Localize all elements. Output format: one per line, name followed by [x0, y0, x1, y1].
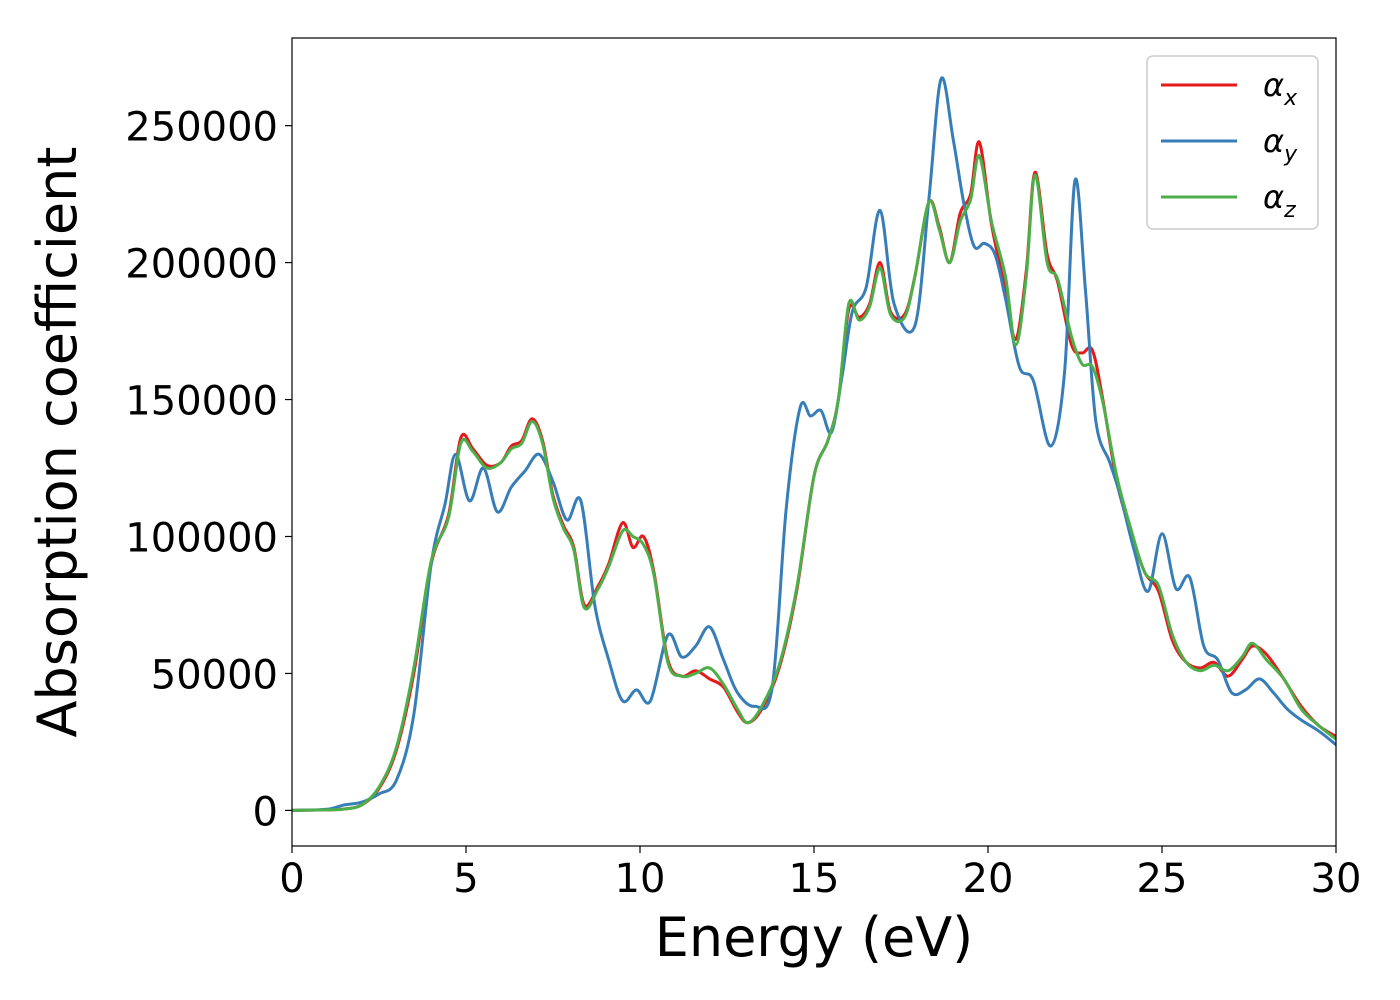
- x-axis-ticks: 0 5 10 15 20 25 30: [279, 846, 1361, 902]
- x-tick-label: 30: [1311, 856, 1362, 902]
- x-tick-label: 0: [279, 856, 304, 902]
- y-tick-label: 150000: [125, 379, 278, 425]
- legend-label-subscript: x: [1283, 86, 1298, 111]
- x-tick-label: 10: [615, 856, 666, 902]
- y-axis-label: Absorption coefficient: [26, 147, 89, 738]
- x-tick-label: 5: [453, 856, 478, 902]
- x-tick-label: 25: [1137, 856, 1188, 902]
- legend-label-symbol: α: [1263, 122, 1284, 160]
- x-tick-label: 20: [963, 856, 1014, 902]
- legend-label-symbol: α: [1263, 178, 1284, 216]
- y-axis-ticks: 0 50000 100000 150000 200000 250000: [125, 105, 292, 835]
- y-tick-label: 250000: [125, 105, 278, 151]
- legend-label-subscript: y: [1283, 142, 1298, 167]
- y-tick-label: 200000: [125, 242, 278, 288]
- y-tick-label: 0: [253, 789, 278, 835]
- legend-label-alpha-z: αz: [1263, 178, 1296, 223]
- legend-label-subscript: z: [1283, 198, 1296, 223]
- series-layer: [292, 76, 1336, 812]
- y-tick-label: 50000: [151, 652, 278, 698]
- x-tick-label: 15: [789, 856, 840, 902]
- series-line-alpha-z: [292, 154, 1336, 812]
- legend-label-alpha-x: αx: [1263, 66, 1298, 111]
- y-tick-label: 100000: [125, 515, 278, 561]
- x-axis-label: Energy (eV): [655, 906, 974, 969]
- legend-label-symbol: α: [1263, 66, 1284, 104]
- series-line-alpha-y: [292, 76, 1336, 812]
- legend-label-alpha-y: αy: [1263, 122, 1298, 167]
